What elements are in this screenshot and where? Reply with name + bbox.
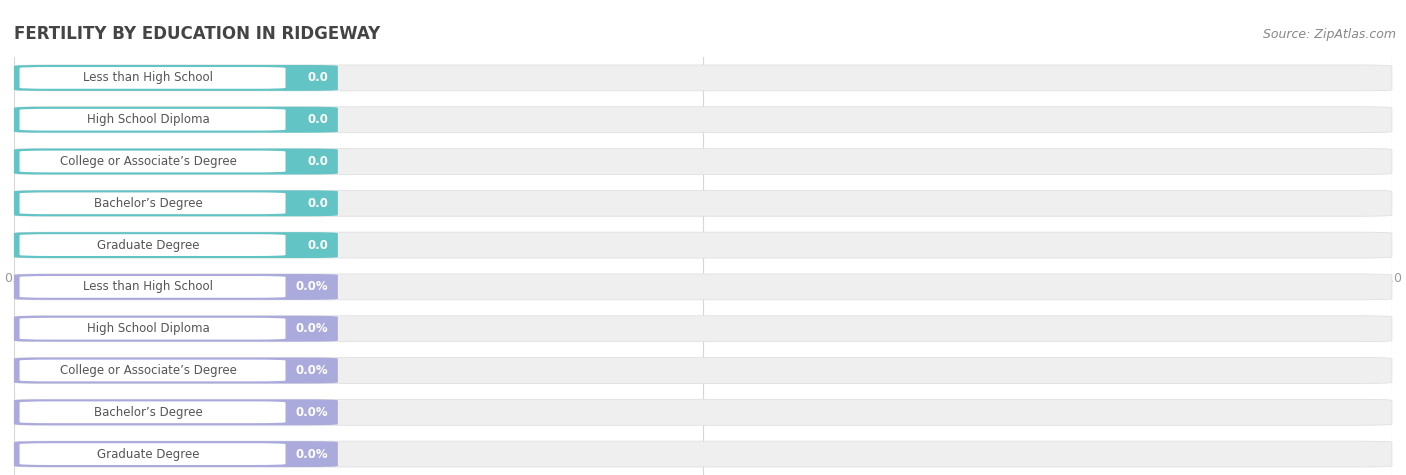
FancyBboxPatch shape <box>14 107 1392 133</box>
Text: 0.0%: 0.0% <box>295 406 328 419</box>
FancyBboxPatch shape <box>14 441 1392 467</box>
FancyBboxPatch shape <box>14 190 337 216</box>
FancyBboxPatch shape <box>14 107 337 133</box>
FancyBboxPatch shape <box>14 441 337 467</box>
FancyBboxPatch shape <box>14 190 1392 216</box>
Text: 0.0: 0.0 <box>308 155 328 168</box>
FancyBboxPatch shape <box>20 234 285 256</box>
Text: College or Associate’s Degree: College or Associate’s Degree <box>60 364 236 377</box>
Text: 0.0%: 0.0% <box>295 280 328 294</box>
FancyBboxPatch shape <box>14 65 337 91</box>
FancyBboxPatch shape <box>14 358 337 383</box>
FancyBboxPatch shape <box>14 274 1392 300</box>
FancyBboxPatch shape <box>14 358 1392 383</box>
FancyBboxPatch shape <box>20 360 285 381</box>
FancyBboxPatch shape <box>14 149 1392 174</box>
Text: Graduate Degree: Graduate Degree <box>97 238 200 252</box>
FancyBboxPatch shape <box>20 67 285 89</box>
Text: 0.0%: 0.0% <box>295 322 328 335</box>
Text: FERTILITY BY EDUCATION IN RIDGEWAY: FERTILITY BY EDUCATION IN RIDGEWAY <box>14 25 380 43</box>
FancyBboxPatch shape <box>20 401 285 423</box>
Text: 0.0: 0.0 <box>308 197 328 210</box>
FancyBboxPatch shape <box>20 318 285 340</box>
Text: Graduate Degree: Graduate Degree <box>97 447 200 461</box>
Text: Source: ZipAtlas.com: Source: ZipAtlas.com <box>1263 28 1396 41</box>
FancyBboxPatch shape <box>14 316 337 342</box>
Text: 0.0%: 0.0% <box>295 364 328 377</box>
FancyBboxPatch shape <box>20 192 285 214</box>
FancyBboxPatch shape <box>20 443 285 465</box>
FancyBboxPatch shape <box>20 276 285 298</box>
Text: 0.0: 0.0 <box>308 238 328 252</box>
Text: Bachelor’s Degree: Bachelor’s Degree <box>94 197 202 210</box>
Text: High School Diploma: High School Diploma <box>87 322 209 335</box>
Text: 0.0%: 0.0% <box>295 447 328 461</box>
Text: Bachelor’s Degree: Bachelor’s Degree <box>94 406 202 419</box>
Text: 0.0: 0.0 <box>308 113 328 126</box>
FancyBboxPatch shape <box>14 232 1392 258</box>
FancyBboxPatch shape <box>20 109 285 131</box>
FancyBboxPatch shape <box>14 149 337 174</box>
Text: Less than High School: Less than High School <box>83 71 214 85</box>
FancyBboxPatch shape <box>20 151 285 172</box>
FancyBboxPatch shape <box>14 65 1392 91</box>
Text: College or Associate’s Degree: College or Associate’s Degree <box>60 155 236 168</box>
FancyBboxPatch shape <box>14 274 337 300</box>
FancyBboxPatch shape <box>14 399 1392 425</box>
FancyBboxPatch shape <box>14 399 337 425</box>
Text: Less than High School: Less than High School <box>83 280 214 294</box>
Text: High School Diploma: High School Diploma <box>87 113 209 126</box>
FancyBboxPatch shape <box>14 316 1392 342</box>
Text: 0.0: 0.0 <box>308 71 328 85</box>
FancyBboxPatch shape <box>14 232 337 258</box>
